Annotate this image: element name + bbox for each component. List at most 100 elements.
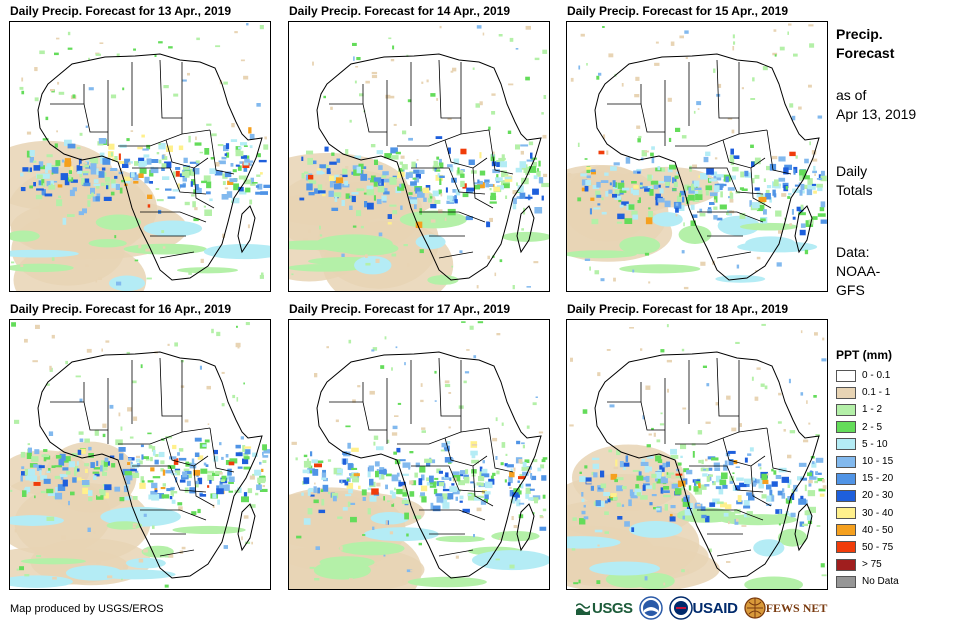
rain-cell: [457, 167, 460, 174]
light-rain-cell: [122, 87, 125, 91]
light-rain-cell: [36, 555, 42, 558]
rain-cell: [435, 216, 441, 222]
rain-cell: [598, 487, 602, 490]
rain-cell: [541, 182, 549, 188]
rain-cell: [48, 185, 56, 190]
light-rain-cell: [542, 134, 547, 139]
rain-cell: [714, 467, 721, 471]
rain-cell: [815, 471, 818, 475]
light-rain-cell: [418, 542, 422, 546]
light-rain-cell: [51, 183, 53, 188]
rain-cell: [473, 182, 481, 185]
rain-cell: [709, 178, 717, 182]
rain-cell: [754, 174, 760, 179]
light-rain-cell: [655, 478, 658, 482]
rain-cell: [787, 496, 791, 501]
light-rain-cell: [51, 257, 55, 261]
country-border: [722, 139, 766, 169]
light-rain-cell: [542, 49, 548, 54]
rain-cell: [788, 192, 792, 196]
light-rain-cell: [434, 370, 437, 374]
light-rain-cell: [51, 334, 55, 339]
light-rain-cell: [489, 217, 493, 222]
rain-cell: [650, 180, 659, 185]
rain-cell: [474, 184, 481, 190]
rain-cell: [460, 472, 464, 477]
panel-title: Daily Precip. Forecast for 16 Apr., 2019: [10, 302, 231, 316]
rain-cell: [636, 168, 642, 172]
rain-cell: [408, 466, 411, 470]
light-rain-cell: [577, 142, 580, 147]
light-rain-cell: [389, 531, 394, 535]
rain-cell: [226, 152, 230, 158]
light-rain-cell: [252, 182, 258, 184]
light-rain-cell: [34, 495, 36, 499]
light-rain-cell: [578, 65, 581, 70]
light-rain-cell: [541, 112, 544, 115]
rain-cell: [612, 496, 618, 501]
light-rain-cell: [464, 371, 470, 374]
country-border: [193, 167, 215, 209]
light-rain-cell: [158, 41, 163, 44]
rain-cell: [98, 171, 105, 178]
rain-cell: [358, 163, 364, 170]
legend-item: 10 - 15: [836, 453, 899, 470]
rain-cell: [807, 178, 813, 185]
rain-cell: [379, 467, 385, 470]
light-rain-cell: [39, 50, 45, 55]
light-rain-cell: [726, 395, 731, 400]
country-border: [716, 59, 739, 119]
rain-cell: [238, 175, 247, 180]
rain-cell: [719, 204, 727, 210]
rain-cell: [463, 476, 470, 484]
rain-cell: [402, 462, 411, 468]
light-rain-cell: [193, 218, 199, 222]
rain-cell: [815, 457, 824, 463]
light-rain-cell: [439, 25, 442, 29]
rain-cell: [456, 170, 464, 176]
rain-cell: [601, 197, 604, 201]
rain-cell: [797, 476, 804, 481]
light-rain-cell: [603, 134, 606, 139]
rain-cell: [628, 204, 635, 210]
rain-band: [717, 215, 760, 236]
rain-cell: [438, 158, 442, 164]
rain-cell: [244, 456, 250, 460]
light-rain-cell: [101, 348, 103, 352]
rain-cell: [465, 216, 473, 221]
light-rain-cell: [21, 77, 24, 82]
light-rain-cell: [194, 207, 198, 211]
panel-title: Daily Precip. Forecast for 14 Apr., 2019: [289, 4, 510, 18]
precip-field: [10, 23, 270, 291]
rain-cell: [622, 187, 630, 191]
rain-cell: [541, 459, 546, 463]
light-rain-cell: [121, 578, 123, 581]
rain-cell: [402, 473, 409, 476]
usaid-logo-text: USAID: [693, 600, 738, 617]
rain-cell: [46, 470, 51, 473]
africa-coastline: [594, 351, 820, 579]
legend-swatch: [836, 524, 856, 537]
rain-cell: [51, 465, 56, 468]
light-rain-cell: [191, 511, 197, 515]
rain-cell: [690, 220, 696, 226]
light-rain-cell: [246, 23, 249, 26]
rain-cell: [207, 474, 215, 481]
light-rain-cell: [816, 178, 823, 180]
rain-cell: [517, 480, 520, 483]
rain-cell: [82, 208, 87, 214]
rain-cell: [747, 453, 752, 456]
rain-cell: [78, 448, 86, 454]
rain-cell: [801, 190, 805, 194]
light-rain-cell: [373, 441, 376, 446]
rain-cell: [664, 200, 671, 208]
rain-cell: [506, 464, 514, 468]
rain-cell: [67, 143, 76, 149]
light-rain-cell: [455, 555, 459, 559]
rain-cell: [184, 487, 189, 493]
rain-band: [633, 572, 675, 589]
rain-cell: [258, 159, 267, 163]
rain-cell: [525, 487, 531, 494]
rain-cell: [352, 477, 359, 483]
